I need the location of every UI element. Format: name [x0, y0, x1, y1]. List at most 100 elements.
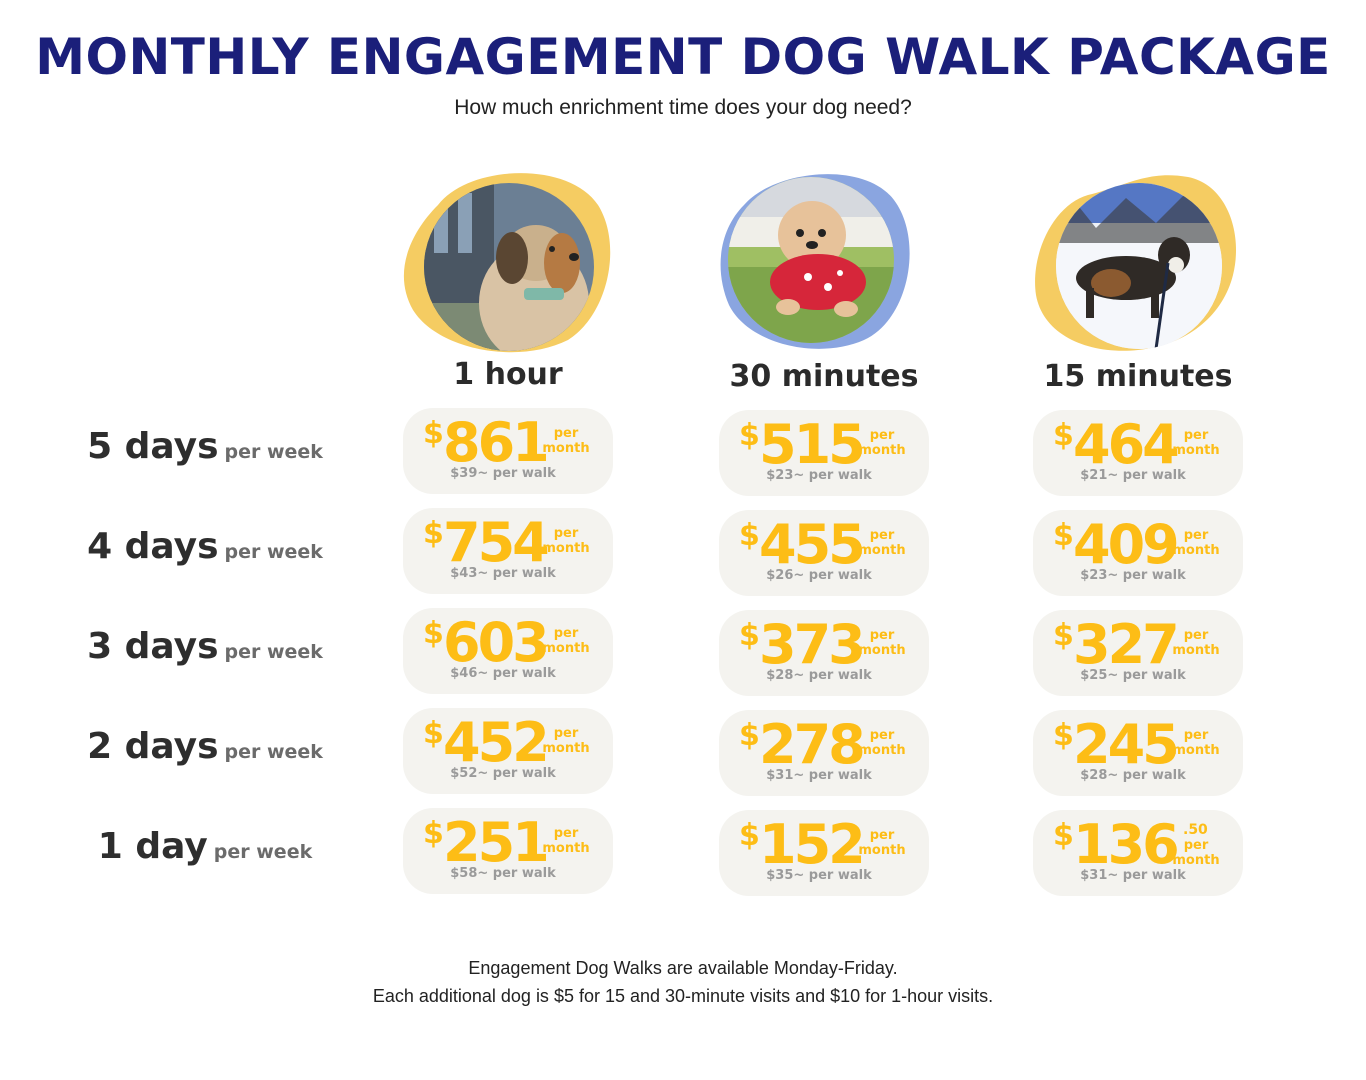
per-walk-price: $43~ per walk: [450, 566, 556, 581]
dollar-sign: $: [423, 616, 444, 651]
price-amount: 251: [443, 811, 550, 874]
price-card: $ 136 .50 per month $31~ per walk: [1033, 810, 1243, 896]
per-text: per: [553, 826, 579, 841]
row-days: 4 days: [87, 526, 219, 567]
dollar-sign: $: [423, 516, 444, 551]
per-text: per: [1183, 428, 1209, 443]
price-amount: 136: [1073, 813, 1180, 876]
row-label-3-days: 3 days per week: [60, 626, 350, 667]
price-card: $ 515 per month $23~ per walk: [719, 410, 929, 496]
per-month-label: per month: [857, 828, 907, 858]
dog-in-snow-photo: [1056, 183, 1222, 349]
column-label: 15 minutes: [1043, 359, 1233, 394]
dollar-sign: $: [1053, 418, 1074, 453]
month-text: month: [858, 443, 906, 458]
per-text: per: [869, 628, 895, 643]
price-card: $ 452 per month $52~ per walk: [403, 708, 613, 794]
per-walk-price: $58~ per walk: [450, 866, 556, 881]
per-month-label: per month: [1171, 728, 1221, 758]
price-amount: 373: [759, 613, 866, 676]
per-text: per: [553, 726, 579, 741]
row-label-1-day: 1 day per week: [60, 826, 350, 867]
dollar-sign: $: [739, 718, 760, 753]
poodle-dog-photo: [728, 177, 894, 343]
fluffy-dog-photo: [424, 183, 594, 351]
price-amount: 245: [1073, 713, 1180, 776]
row-per-week: per week: [224, 441, 323, 463]
month-text: month: [1172, 853, 1220, 868]
per-walk-price: $31~ per walk: [1080, 868, 1186, 883]
dollar-sign: $: [739, 518, 760, 553]
dollar-sign: $: [423, 816, 444, 851]
month-text: month: [858, 843, 906, 858]
price-amount: 452: [443, 711, 550, 774]
price-card: $ 327 per month $25~ per walk: [1033, 610, 1243, 696]
price-amount: 455: [759, 513, 866, 576]
per-text: per: [1183, 728, 1209, 743]
dollar-sign: $: [1053, 818, 1074, 853]
month-text: month: [542, 441, 590, 456]
month-text: month: [1172, 543, 1220, 558]
price-amount: 464: [1073, 413, 1180, 476]
price-card: $ 861 per month $39~ per walk: [403, 408, 613, 494]
per-month-label: per month: [857, 628, 907, 658]
month-text: month: [858, 743, 906, 758]
per-text: per: [869, 528, 895, 543]
row-per-week: per week: [224, 641, 323, 663]
per-walk-price: $23~ per walk: [766, 468, 872, 483]
per-month-label: per month: [1171, 628, 1221, 658]
price-card: $ 278 per month $31~ per walk: [719, 710, 929, 796]
dollar-sign: $: [1053, 718, 1074, 753]
price-card: $ 245 per month $28~ per walk: [1033, 710, 1243, 796]
month-text: month: [1172, 743, 1220, 758]
price-card: $ 251 per month $58~ per walk: [403, 808, 613, 894]
month-text: month: [542, 841, 590, 856]
row-days: 1 day: [97, 826, 208, 867]
per-month-label: per month: [541, 726, 591, 756]
price-amount: 515: [759, 413, 866, 476]
per-month-label: per month: [857, 428, 907, 458]
row-label-4-days: 4 days per week: [60, 526, 350, 567]
per-walk-price: $26~ per walk: [766, 568, 872, 583]
row-per-week: per week: [224, 541, 323, 563]
price-amount: 278: [759, 713, 866, 776]
per-text: per: [553, 426, 579, 441]
per-walk-price: $28~ per walk: [766, 668, 872, 683]
month-text: month: [542, 641, 590, 656]
row-label-5-days: 5 days per week: [60, 426, 350, 467]
column-1-hour: 1 hour: [398, 165, 618, 392]
row-days: 3 days: [87, 626, 219, 667]
row-per-week: per week: [213, 841, 313, 863]
price-amount: 327: [1073, 613, 1180, 676]
page-subtitle: How much enrichment time does your dog n…: [454, 96, 912, 119]
per-text: per: [869, 728, 895, 743]
row-per-week: per week: [224, 741, 323, 763]
per-walk-price: $31~ per walk: [766, 768, 872, 783]
month-text: month: [1172, 443, 1220, 458]
month-text: month: [542, 741, 590, 756]
price-card: $ 754 per month $43~ per walk: [403, 508, 613, 594]
per-month-label: per month: [1171, 528, 1221, 558]
dollar-sign: $: [739, 818, 760, 853]
per-month-label: per month: [857, 728, 907, 758]
dollar-sign: $: [423, 416, 444, 451]
month-text: month: [858, 543, 906, 558]
per-text: per: [553, 526, 579, 541]
per-text: per: [1183, 528, 1209, 543]
per-month-label: per month: [857, 528, 907, 558]
per-walk-price: $46~ per walk: [450, 666, 556, 681]
column-label: 1 hour: [453, 357, 563, 392]
per-month-label: per month: [541, 626, 591, 656]
price-amount: 754: [443, 511, 550, 574]
per-month-label: per month: [1171, 428, 1221, 458]
column-photo: [714, 165, 934, 355]
per-text: per: [869, 828, 895, 843]
per-walk-price: $25~ per walk: [1080, 668, 1186, 683]
column-photo: [1028, 165, 1248, 355]
dollar-sign: $: [1053, 618, 1074, 653]
price-amount: 152: [759, 813, 866, 876]
dollar-sign: $: [739, 618, 760, 653]
per-month-label: per month: [541, 826, 591, 856]
per-month-label: per month: [541, 526, 591, 556]
price-card: $ 409 per month $23~ per walk: [1033, 510, 1243, 596]
